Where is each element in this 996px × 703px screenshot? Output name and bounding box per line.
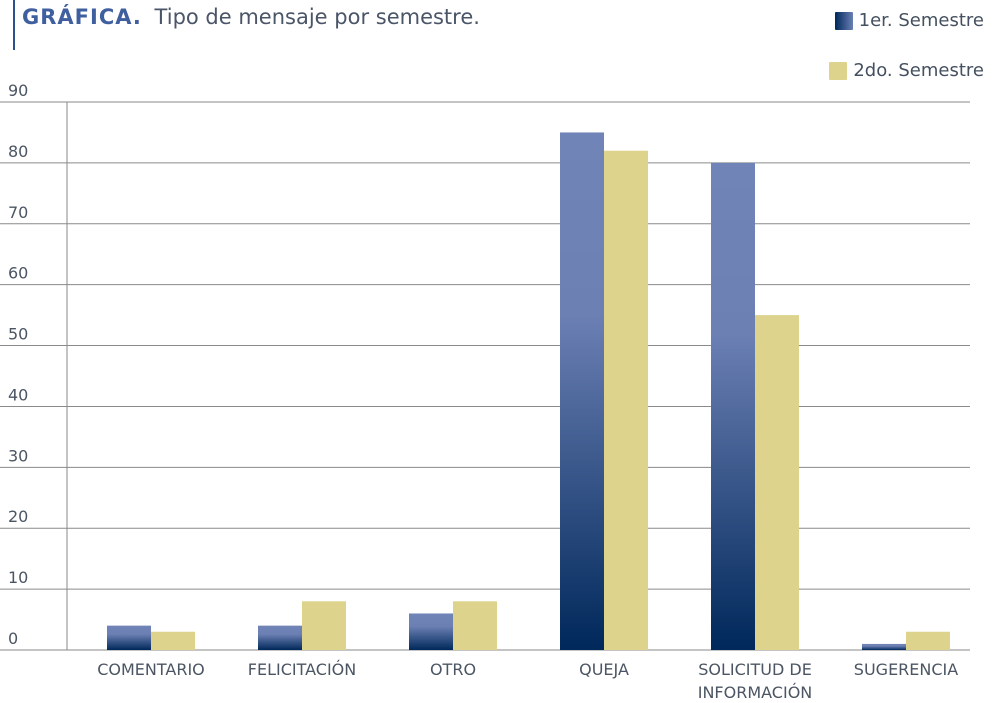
bar-2do-semestre	[604, 150, 648, 650]
legend-label-1er-semestre: 1er. Semestre	[858, 10, 984, 31]
grid-lines: 0 10 20 30 40 50 60 70 80 90	[0, 81, 970, 651]
legend-item-1er-semestre: 1er. Semestre	[834, 10, 984, 32]
chart-title-strong: GRÁFICA.	[22, 5, 142, 29]
x-tick-label: SUGERENCIA	[854, 660, 958, 679]
x-tick-label: INFORMACIÓN	[698, 683, 813, 702]
chart-title: GRÁFICA. Tipo de mensaje por semestre.	[22, 4, 480, 30]
x-tick-label: QUEJA	[579, 660, 629, 679]
legend-swatch-2do-semestre	[829, 62, 848, 80]
y-tick-label: 30	[8, 446, 28, 465]
y-tick-label: 60	[8, 264, 28, 283]
bar-2do-semestre	[453, 601, 497, 650]
y-tick-label: 90	[8, 81, 28, 100]
title-rule	[13, 0, 15, 50]
y-tick-label: 50	[8, 325, 28, 344]
x-tick-label: SOLICITUD DE	[698, 660, 812, 679]
chart-header: GRÁFICA. Tipo de mensaje por semestre.	[0, 0, 996, 60]
legend-swatch-1er-semestre	[834, 12, 853, 30]
bar-1er-semestre	[258, 625, 302, 650]
bar-1er-semestre	[560, 132, 604, 650]
bar-2do-semestre	[302, 601, 346, 650]
bar-2do-semestre	[906, 631, 950, 650]
y-tick-label: 80	[8, 142, 28, 161]
x-tick-label: COMENTARIO	[97, 660, 205, 679]
legend-item-2do-semestre: 2do. Semestre	[829, 60, 984, 82]
bar-1er-semestre	[862, 643, 906, 650]
chart-legend: 1er. Semestre 2do. Semestre	[814, 8, 984, 98]
x-tick-labels: COMENTARIO FELICITACIÓN OTRO QUEJA SOLICITUD…	[97, 660, 958, 702]
y-tick-label: 10	[8, 568, 28, 587]
bar-1er-semestre	[711, 162, 755, 650]
bar-2do-semestre	[755, 315, 799, 650]
x-tick-label: FELICITACIÓN	[248, 660, 356, 679]
y-tick-label: 0	[8, 629, 18, 648]
y-tick-label: 20	[8, 507, 28, 526]
bar-1er-semestre	[409, 613, 453, 650]
y-tick-label: 40	[8, 385, 28, 404]
y-tick-label: 70	[8, 203, 28, 222]
bar-2do-semestre	[151, 631, 195, 650]
bar-1er-semestre	[107, 625, 151, 650]
bar-series-group	[107, 132, 950, 650]
x-tick-label: OTRO	[430, 660, 476, 679]
chart-title-subtitle: Tipo de mensaje por semestre.	[154, 5, 480, 29]
legend-label-2do-semestre: 2do. Semestre	[853, 60, 984, 81]
